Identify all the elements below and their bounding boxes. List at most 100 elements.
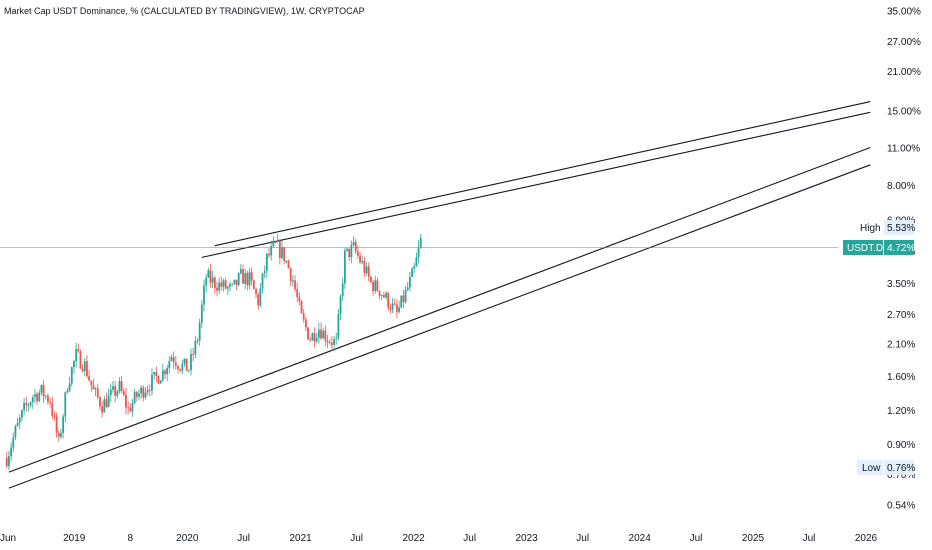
candle-body	[326, 340, 329, 343]
candle-body	[385, 292, 387, 298]
candle-body	[49, 401, 52, 404]
candle-body	[68, 383, 71, 391]
candle-body	[207, 270, 210, 278]
candle-body	[118, 381, 121, 392]
candle-body	[40, 384, 43, 393]
y-tick-label: 1.20%	[887, 406, 915, 417]
candle-body	[222, 280, 225, 287]
y-axis: 35.00%27.00%21.00%15.00%11.00%8.00%6.00%…	[887, 6, 921, 511]
candle-body	[36, 393, 39, 402]
candle-body	[196, 340, 199, 342]
low-tag: Low 0.76%	[857, 460, 915, 475]
candle-body	[281, 247, 283, 258]
y-tick-label: 0.70%	[887, 470, 915, 481]
candle-body	[348, 248, 351, 258]
candle-body	[112, 386, 114, 390]
trendline	[214, 101, 871, 247]
candle-body	[181, 363, 184, 371]
candle-body	[155, 372, 158, 377]
candle-body	[268, 253, 270, 256]
y-tick-label: 15.00%	[887, 107, 921, 118]
candle-body	[129, 407, 132, 412]
candle-body	[337, 313, 340, 339]
candle-body	[231, 283, 234, 285]
candle-body	[367, 266, 370, 277]
candle-body	[380, 294, 383, 296]
high-label: High	[860, 223, 881, 234]
candle-body	[402, 295, 405, 302]
candle-body	[378, 290, 381, 296]
candle-body	[151, 374, 153, 391]
x-tick-label: 2020	[176, 533, 199, 544]
candle-body	[224, 280, 227, 289]
candle-body	[107, 395, 110, 408]
x-tick-label: 2025	[742, 533, 765, 544]
candle-body	[389, 307, 392, 310]
candle-body	[218, 282, 221, 291]
candle-body	[14, 426, 17, 438]
candle-body	[83, 361, 86, 372]
candle-body	[350, 244, 353, 258]
candle-body	[320, 329, 322, 339]
candle-body	[324, 330, 327, 341]
candle-body	[73, 360, 75, 368]
candle-body	[114, 386, 117, 396]
candle-body	[285, 260, 288, 262]
candle-body	[57, 432, 60, 437]
candle-body	[343, 250, 346, 284]
candle-body	[99, 397, 101, 407]
candle-body	[42, 384, 45, 397]
candle-body	[16, 422, 19, 427]
candle-body	[64, 392, 67, 417]
candle-body	[5, 457, 8, 467]
candle-body	[291, 280, 294, 282]
last-value-tag: USDT.D 4.72%	[843, 240, 915, 255]
candle-body	[177, 366, 179, 370]
y-tick-label: 11.00%	[887, 143, 920, 154]
candle-body	[135, 392, 138, 397]
candle-body	[356, 251, 359, 256]
candle-body	[70, 367, 73, 384]
candle-body	[183, 358, 186, 364]
trendlines	[8, 101, 871, 489]
candle-body	[294, 280, 296, 290]
candle-body	[109, 389, 112, 396]
x-tick-label: 2026	[855, 533, 878, 544]
candle-body	[257, 294, 260, 306]
x-tick-label: Jun	[0, 533, 16, 544]
candle-body	[96, 388, 99, 398]
candle-body	[289, 268, 292, 282]
candle-body	[166, 368, 169, 375]
candle-body	[153, 372, 156, 375]
candle-body	[205, 277, 208, 286]
candle-body	[44, 395, 47, 397]
y-tick-label: 2.10%	[887, 340, 915, 351]
candle-body	[354, 242, 357, 252]
candle-body	[38, 392, 41, 402]
candle-body	[339, 296, 342, 314]
candle-body	[341, 283, 344, 297]
low-label: Low	[862, 463, 881, 474]
candle-body	[400, 295, 403, 308]
candle-body	[198, 322, 201, 341]
candle-body	[116, 391, 119, 396]
candle-body	[168, 360, 171, 369]
candle-body	[55, 416, 58, 433]
candle-body	[29, 402, 32, 406]
y-tick-label: 3.50%	[887, 279, 915, 290]
candle-body	[88, 376, 91, 381]
x-tick-label: 2022	[402, 533, 425, 544]
candle-body	[398, 307, 400, 312]
candle-body	[365, 266, 368, 274]
candle-body	[244, 272, 247, 284]
high-tag: High 5.53%	[857, 220, 915, 235]
candle-body	[220, 282, 223, 287]
candle-body	[242, 269, 244, 284]
candle-body	[53, 415, 56, 417]
candle-body	[311, 333, 314, 341]
trendline	[201, 111, 871, 258]
candle-body	[255, 288, 257, 295]
candle-body	[287, 260, 290, 269]
candle-body	[276, 240, 279, 243]
